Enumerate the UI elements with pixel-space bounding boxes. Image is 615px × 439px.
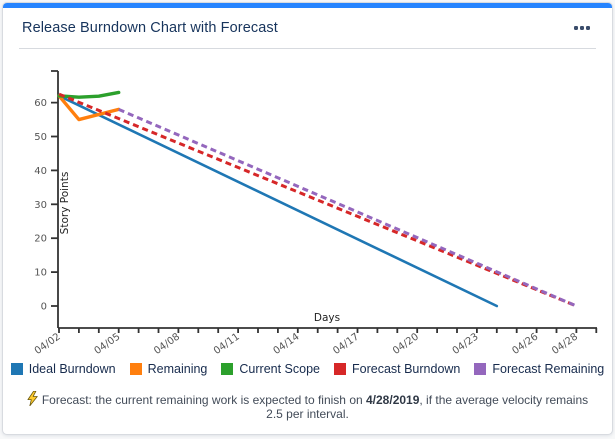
- legend-swatch-ideal-burndown: [10, 363, 23, 375]
- legend-label-current-scope: Current Scope: [239, 362, 320, 376]
- legend-swatch-remaining: [129, 363, 142, 375]
- svg-text:04/05: 04/05: [92, 331, 122, 355]
- svg-text:60: 60: [34, 98, 47, 109]
- more-options-icon[interactable]: [572, 22, 592, 34]
- svg-text:04/28: 04/28: [550, 331, 580, 355]
- svg-text:04/17: 04/17: [331, 331, 361, 355]
- legend-label-ideal-burndown: Ideal Burndown: [28, 362, 116, 376]
- legend-item-forecast-remaining: Forecast Remaining: [474, 362, 604, 376]
- chart-legend: Ideal Burndown Remaining Current Scope Fore…: [3, 357, 612, 381]
- svg-text:04/23: 04/23: [451, 331, 481, 355]
- svg-text:0: 0: [41, 302, 47, 313]
- legend-swatch-forecast-burndown: [334, 363, 346, 375]
- svg-text:04/08: 04/08: [152, 331, 182, 355]
- svg-text:04/14: 04/14: [272, 331, 302, 355]
- legend-item-forecast-burndown: Forecast Burndown: [334, 362, 460, 376]
- legend-swatch-current-scope: [221, 363, 234, 375]
- card-accent-bar: [3, 3, 612, 8]
- gadget-header: Release Burndown Chart with Forecast: [3, 8, 612, 48]
- forecast-date: 4/28/2019: [366, 393, 420, 407]
- burndown-chart: 0 10 20 30 40 50 60 04/02 04/05 04/08 04/11 04/14 04…: [33, 70, 598, 355]
- burndown-gadget-card: Release Burndown Chart with Forecast 0 10…: [2, 2, 613, 435]
- header-divider: [19, 48, 596, 49]
- svg-text:04/11: 04/11: [212, 331, 242, 355]
- forecast-text-prefix: Forecast: the current remaining work is …: [41, 393, 366, 407]
- legend-label-forecast-burndown: Forecast Burndown: [352, 362, 461, 376]
- svg-text:40: 40: [34, 166, 47, 177]
- svg-text:20: 20: [34, 234, 47, 245]
- forecast-note: Forecast: the current remaining work is …: [3, 390, 612, 421]
- legend-item-ideal-burndown: Ideal Burndown: [10, 362, 116, 376]
- forecast-text-suffix: , if the average velocity remains 2.5 pe…: [266, 393, 589, 421]
- legend-item-current-scope: Current Scope: [221, 362, 320, 376]
- svg-text:30: 30: [34, 200, 47, 211]
- svg-text:04/02: 04/02: [33, 331, 63, 355]
- svg-text:50: 50: [34, 132, 47, 143]
- series-line-current-scope: [57, 90, 121, 99]
- series-line-forecast-burndown: [58, 92, 577, 308]
- svg-text:04/20: 04/20: [391, 331, 421, 355]
- lightning-icon: [27, 390, 38, 407]
- legend-item-remaining: Remaining: [129, 362, 208, 376]
- footer-divider: [19, 434, 596, 435]
- series-line-ideal-burndown: [57, 94, 499, 308]
- gadget-title: Release Burndown Chart with Forecast: [22, 20, 278, 36]
- svg-text:10: 10: [34, 268, 47, 279]
- legend-label-forecast-remaining: Forecast Remaining: [492, 362, 605, 376]
- legend-swatch-forecast-remaining: [474, 363, 487, 375]
- legend-label-remaining: Remaining: [147, 362, 208, 376]
- x-axis-label: Days: [314, 312, 340, 324]
- svg-text:04/26: 04/26: [510, 331, 540, 355]
- y-axis-label: Story Points: [59, 172, 71, 235]
- series-line-forecast-remaining: [118, 108, 577, 308]
